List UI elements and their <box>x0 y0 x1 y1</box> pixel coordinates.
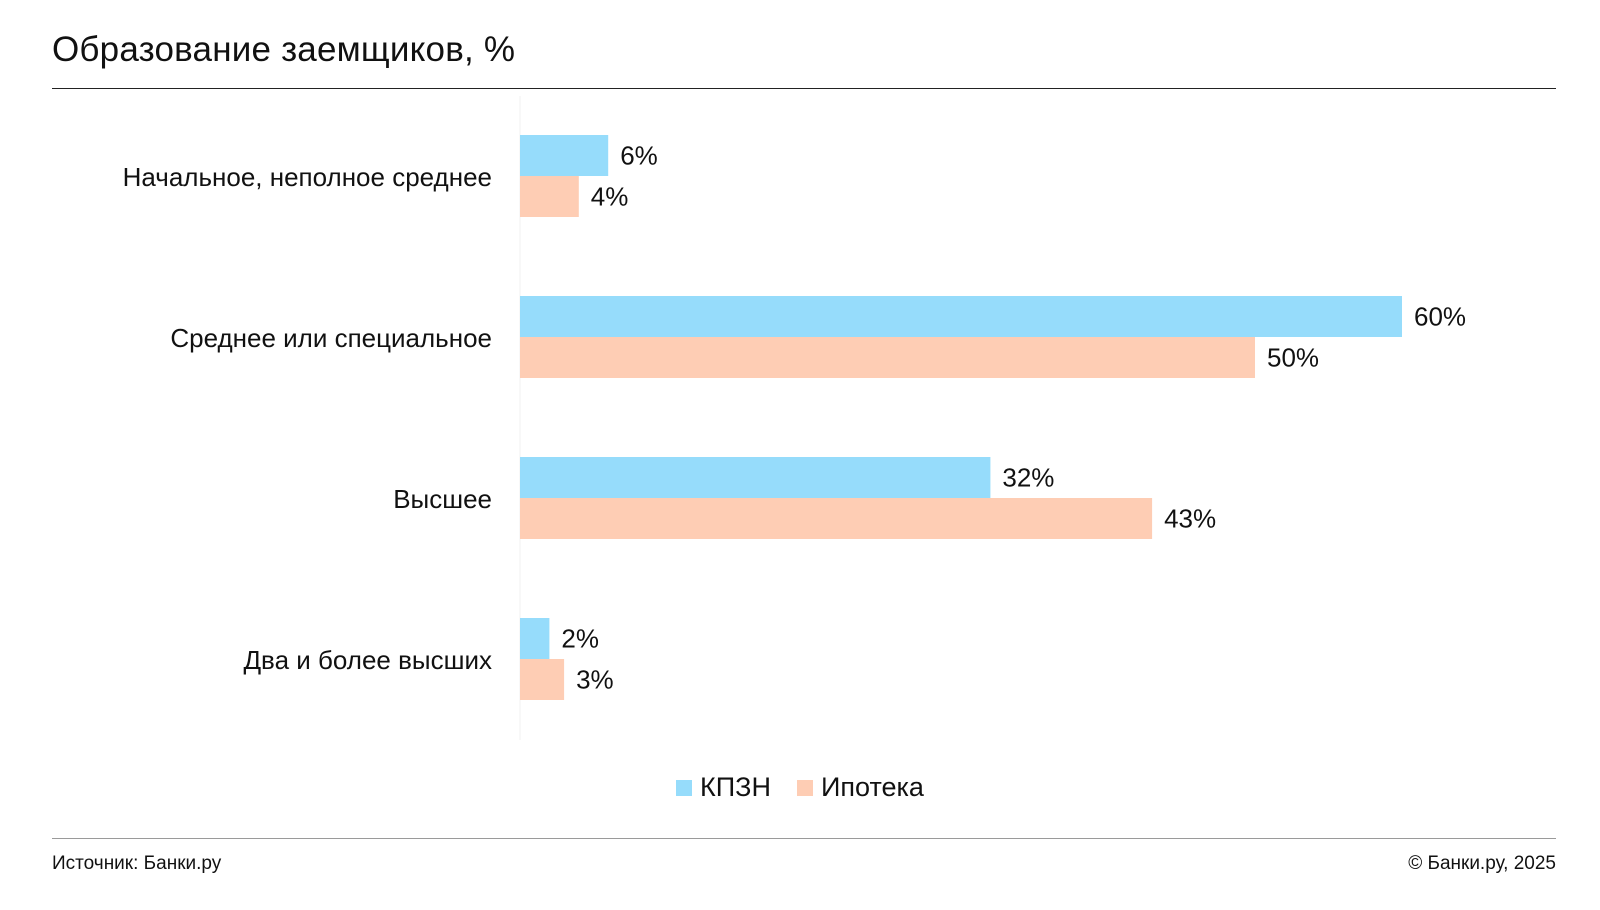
data-label: 32% <box>1002 463 1054 493</box>
legend-label-ipoteka: Ипотека <box>821 772 924 802</box>
copyright-note: © Банки.ру, 2025 <box>1408 853 1556 874</box>
bar-ipoteka <box>520 337 1255 378</box>
bar-kpzn <box>520 135 609 176</box>
category-label: Среднее или специальное <box>170 323 492 353</box>
bar-chart: Начальное, неполное среднее 6% 4% Среднее и… <box>123 96 1466 740</box>
bar-ipoteka <box>520 176 579 217</box>
data-label: 3% <box>576 665 614 695</box>
bar-ipoteka <box>520 659 565 700</box>
bar-kpzn <box>520 296 1402 337</box>
bar-kpzn <box>520 618 550 659</box>
data-label: 4% <box>591 182 629 212</box>
chart-title: Образование заемщиков, % <box>52 30 516 69</box>
legend-label-kpzn: КПЗН <box>700 772 771 802</box>
footer-divider <box>52 838 1556 839</box>
legend-swatch-ipoteka <box>797 779 813 796</box>
source-note: Источник: Банки.ру <box>52 853 222 874</box>
title-divider <box>52 88 1556 89</box>
category-label: Высшее <box>393 484 492 514</box>
bar-kpzn <box>520 457 991 498</box>
data-label: 2% <box>561 624 599 654</box>
legend-swatch-kpzn <box>676 779 693 796</box>
category-label: Начальное, неполное среднее <box>123 162 492 192</box>
legend: КПЗН Ипотека <box>0 772 1600 803</box>
legend-item-ipoteka: Ипотека <box>797 772 924 803</box>
data-label: 50% <box>1267 343 1319 373</box>
data-label: 60% <box>1414 302 1466 332</box>
data-label: 6% <box>620 141 658 171</box>
bar-ipoteka <box>520 498 1153 539</box>
legend-item-kpzn: КПЗН <box>676 772 771 803</box>
data-label: 43% <box>1164 504 1216 534</box>
category-label: Два и более высших <box>243 645 492 675</box>
